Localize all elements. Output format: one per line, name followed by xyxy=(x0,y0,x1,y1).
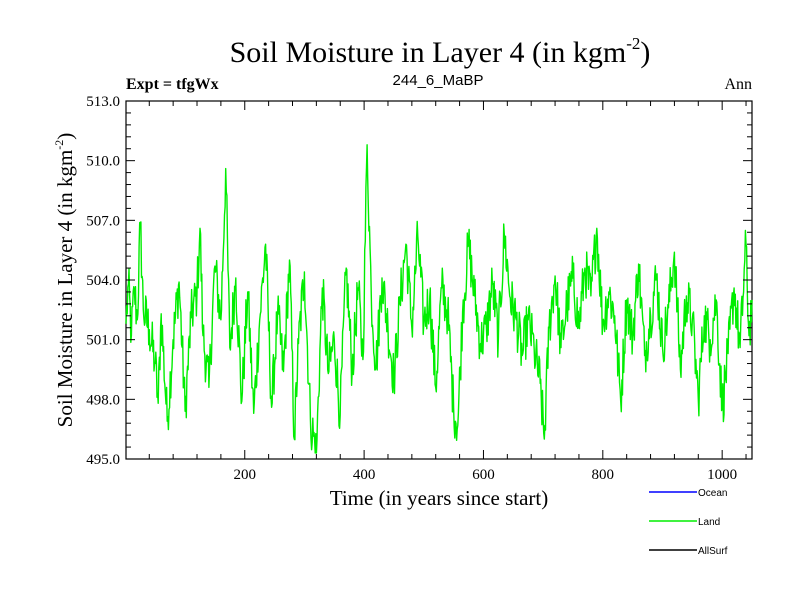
y-axis-ticks: 495.0 498.0 501.0 504.0 507.0 510.0 513.0 xyxy=(86,94,752,468)
chart-title: Soil Moisture in Layer 4 (in kgm-2) xyxy=(230,34,651,69)
legend-label-land: Land xyxy=(698,517,720,528)
y-axis-label-close: ) xyxy=(53,133,77,140)
experiment-id-label: 244_6_MaBP xyxy=(393,72,484,89)
y-tick-label: 495.0 xyxy=(86,452,120,468)
y-tick-label: 501.0 xyxy=(86,333,120,349)
legend-label-allsurf: AllSurf xyxy=(698,546,728,557)
legend: Ocean Land AllSurf xyxy=(649,488,728,557)
y-tick-label: 513.0 xyxy=(86,94,120,110)
experiment-label: Expt = tfgWx xyxy=(126,76,219,93)
x-tick-label: 800 xyxy=(592,467,615,483)
season-label: Ann xyxy=(724,76,752,93)
x-tick-label: 1000 xyxy=(707,467,737,483)
y-axis-label-sup: -2 xyxy=(52,140,66,150)
y-tick-label: 507.0 xyxy=(86,213,120,229)
plot-frame xyxy=(125,100,753,460)
x-axis-label: Time (in years since start) xyxy=(330,486,549,510)
y-axis-label-text: Soil Moisture in Layer 4 (in kgm xyxy=(53,150,77,428)
y-tick-label: 510.0 xyxy=(86,154,120,170)
chart-title-sup: -2 xyxy=(626,34,640,53)
chart-title-text: Soil Moisture in Layer 4 (in kgm xyxy=(230,36,627,69)
x-axis-ticks: 200 400 600 800 1000 xyxy=(148,101,747,483)
y-tick-label: 504.0 xyxy=(86,273,120,289)
x-tick-label: 400 xyxy=(353,467,376,483)
x-tick-label: 200 xyxy=(234,467,257,483)
y-axis-label: Soil Moisture in Layer 4 (in kgm-2) xyxy=(52,133,77,428)
series-line-land xyxy=(125,144,753,454)
legend-label-ocean: Ocean xyxy=(698,488,727,499)
y-tick-label: 498.0 xyxy=(86,392,120,408)
x-tick-label: 600 xyxy=(472,467,495,483)
chart-title-close: ) xyxy=(640,36,650,69)
